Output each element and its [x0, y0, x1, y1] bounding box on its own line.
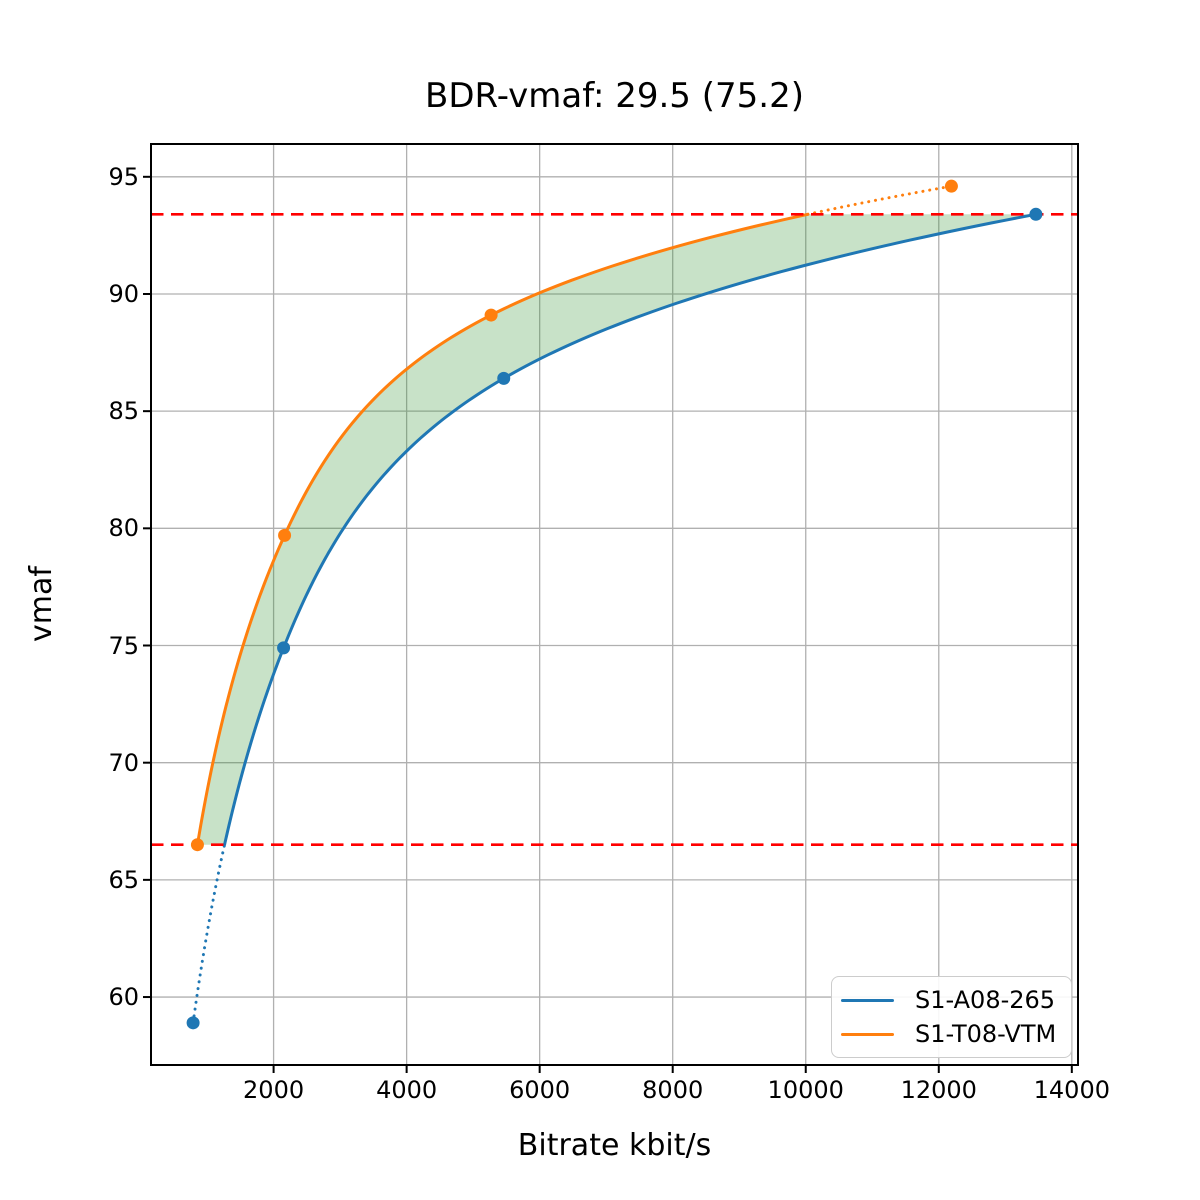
tick-marks [143, 175, 1073, 1073]
bd-overlap-fill-area [197, 214, 1036, 845]
series-0-markers [186, 207, 1043, 1030]
legend-line-sample-blue [841, 998, 894, 1002]
data-point-marker [277, 641, 291, 655]
y-tick-label: 90 [108, 279, 139, 308]
grid-lines [151, 144, 1078, 1065]
data-point-marker [278, 528, 292, 542]
x-tick-label: 2000 [243, 1076, 305, 1104]
y-tick-label: 60 [108, 983, 139, 1012]
x-tick-label: 14000 [1033, 1076, 1110, 1104]
legend-label: S1-T08-VTM [915, 1020, 1057, 1048]
legend-line-sample-orange [841, 1032, 894, 1036]
x-tick-label: 4000 [376, 1076, 438, 1104]
legend: S1-A08-265 S1-T08-VTM [831, 976, 1072, 1058]
y-tick-label: 70 [108, 748, 139, 777]
y-tick-label: 95 [108, 162, 139, 191]
data-point-marker [1029, 207, 1043, 221]
data-point-marker [944, 179, 958, 193]
x-tick-label: 6000 [509, 1076, 571, 1104]
legend-label: S1-A08-265 [915, 986, 1056, 1014]
data-point-marker [186, 1016, 200, 1030]
series-1-markers [190, 179, 958, 852]
data-point-marker [484, 308, 498, 322]
data-point-marker [497, 371, 511, 385]
y-tick-label: 85 [108, 397, 139, 426]
series-1-extrapolated-dotted-line [806, 184, 953, 216]
legend-item: S1-A08-265 [832, 983, 1071, 1017]
axes-spines [150, 143, 1079, 1066]
y-tick-label: 65 [108, 865, 139, 894]
series-0-line [223, 212, 1038, 847]
series-0-extrapolated-dotted-line [191, 843, 227, 1025]
chart-title: BDR-vmaf: 29.5 (75.2) [425, 76, 804, 116]
data-point-marker [190, 838, 204, 852]
y-tick-label: 75 [108, 631, 139, 660]
x-tick-label: 10000 [767, 1076, 844, 1104]
x-tick-label: 8000 [642, 1076, 704, 1104]
x-axis-label: Bitrate kbit/s [517, 1128, 712, 1163]
x-tick-label: 12000 [900, 1076, 977, 1104]
legend-item: S1-T08-VTM [832, 1017, 1071, 1051]
y-tick-label: 80 [108, 514, 139, 543]
